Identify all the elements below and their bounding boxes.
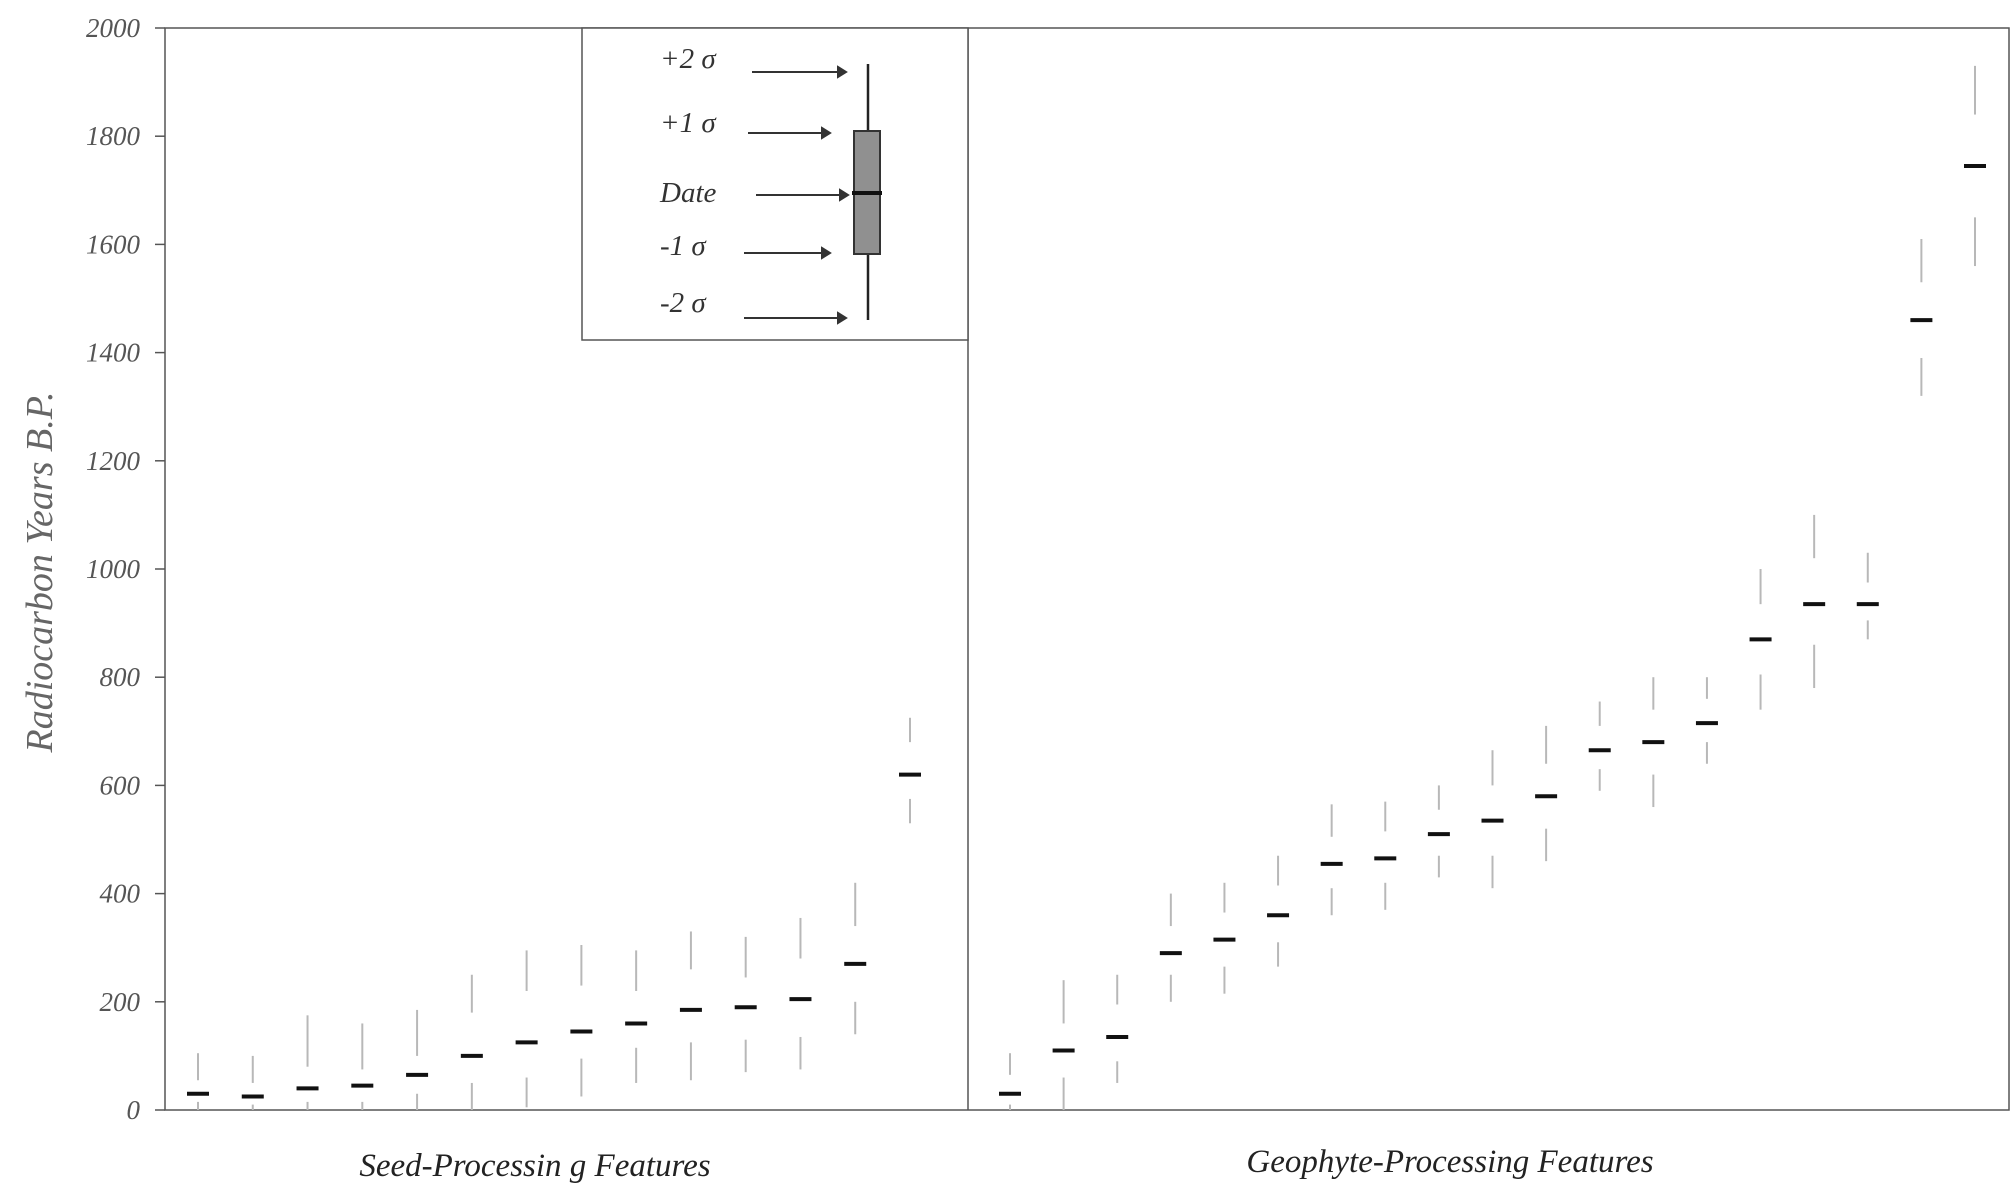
- date-ranges: [187, 65, 1986, 1110]
- y-tick-label: 400: [100, 879, 141, 909]
- legend-arrows: [744, 65, 850, 325]
- legend-label-plus1: +1 σ: [660, 107, 717, 139]
- y-tick-label: 2000: [86, 13, 141, 43]
- y-tick-label: 800: [100, 662, 141, 692]
- legend-label-plus2: +2 σ: [660, 43, 717, 75]
- y-axis: 0 200 400 600 800 1000 1200 1400 1600 1800 2000: [86, 13, 165, 1125]
- y-axis-title: Radiocarbon Years B.P.: [19, 391, 61, 753]
- legend-label-minus1: -1 σ: [660, 230, 707, 262]
- y-tick-label: 200: [100, 987, 141, 1017]
- y-tick-label: 1000: [86, 554, 141, 584]
- y-tick-label: 1600: [86, 229, 141, 259]
- group-label-geophyte: Geophyte-Processing Features: [1246, 1144, 1653, 1180]
- legend-label-minus2: -2 σ: [660, 287, 707, 319]
- legend-frame: [581, 27, 969, 341]
- group-label-seed: Seed-Processin g Features: [359, 1148, 710, 1184]
- y-tick-label: 0: [127, 1095, 141, 1125]
- y-tick-label: 1400: [86, 338, 141, 368]
- legend: +2 σ +1 σ Date -1 σ -2 σ: [581, 27, 969, 341]
- legend-box-glyph: [852, 64, 882, 320]
- y-tick-label: 1200: [86, 446, 141, 476]
- legend-label-date: Date: [659, 177, 717, 209]
- y-tick-label: 1800: [86, 121, 141, 151]
- y-tick-label: 600: [100, 770, 141, 800]
- plot-frame: [164, 27, 2010, 1111]
